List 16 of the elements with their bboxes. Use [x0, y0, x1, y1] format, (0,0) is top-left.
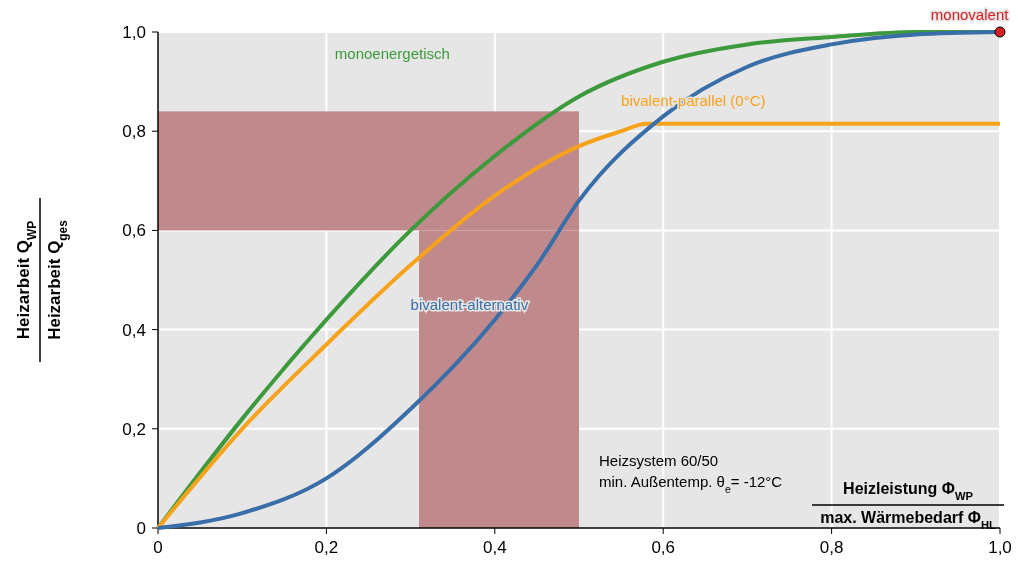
y-tick-label: 0,4 — [122, 320, 146, 340]
y-tick-label: 0,2 — [122, 419, 146, 439]
x-tick-label: 0,6 — [651, 538, 676, 557]
series-label: monovalent — [930, 5, 1010, 23]
annotation: min. Außentemp. θ$_{e}$= -12°C — [599, 473, 783, 495]
y-tick-label: 1,0 — [122, 23, 146, 42]
annotation: Heizsystem 60/50 — [599, 452, 719, 469]
x-tick-label: 1,0 — [988, 538, 1012, 557]
y-tick-label: 0 — [136, 519, 146, 538]
x-tick-label: 0,2 — [314, 538, 339, 557]
text: monoenergetisch — [334, 45, 450, 63]
y-tick-label: 0,6 — [122, 221, 146, 241]
y-tick-label: 0,8 — [122, 122, 146, 142]
x-tick-label: 0 — [153, 538, 163, 557]
x-tick-label: 0,8 — [819, 538, 844, 557]
x-tick-label: 0,4 — [482, 538, 507, 557]
